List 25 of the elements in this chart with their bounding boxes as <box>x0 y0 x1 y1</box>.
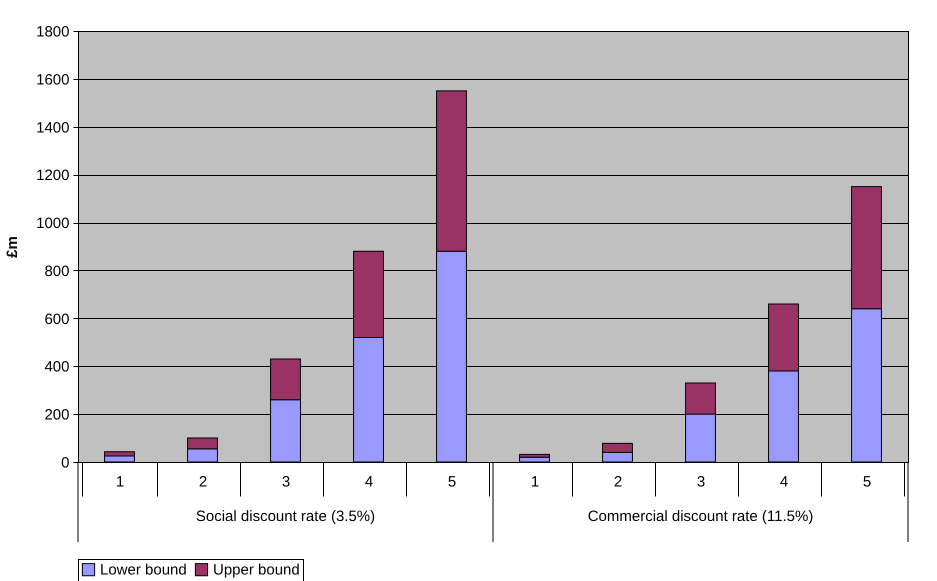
y-tick-label: 800 <box>44 262 70 280</box>
legend-label: Upper bound <box>213 562 300 579</box>
text: Social discount rate (3.5%) <box>196 508 376 525</box>
legend-label: Lower bound <box>100 562 187 579</box>
y-tick-label: 600 <box>44 310 70 328</box>
x-tick-label: 2 <box>614 474 622 490</box>
y-tick-label: 1400 <box>36 119 70 136</box>
x-tick-label: 5 <box>862 474 872 490</box>
y-tick-label: 1800 <box>36 24 70 40</box>
x-tick-label: 5 <box>448 474 456 490</box>
x-tick-label: 3 <box>282 474 290 490</box>
y-tick-label: 1000 <box>36 215 70 232</box>
y-tick-label: 1600 <box>36 71 70 88</box>
y-tick-label: 200 <box>44 406 70 424</box>
x-tick-label: 3 <box>696 474 706 490</box>
x-tick-label: 1 <box>116 474 124 490</box>
x-tick-label: 4 <box>364 474 374 490</box>
text: Commercial discount rate (11.5%) <box>588 508 814 525</box>
y-axis-title: £m <box>4 236 22 258</box>
y-tick-label: 0 <box>61 454 70 472</box>
x-tick-label: 1 <box>530 474 540 490</box>
y-tick-label: 400 <box>44 358 70 376</box>
x-tick-label: 2 <box>198 474 208 490</box>
x-tick-label: 4 <box>780 474 788 490</box>
y-tick-label: 1200 <box>36 167 70 184</box>
